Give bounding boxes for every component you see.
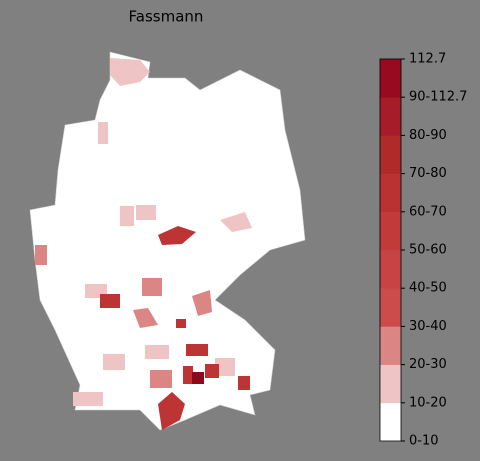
colorbar-label: 30-40 xyxy=(409,319,447,334)
colorbar-label: 0-10 xyxy=(409,434,439,449)
colorbar-label: 80-90 xyxy=(409,128,447,143)
district xyxy=(215,358,235,376)
district xyxy=(136,205,156,220)
district xyxy=(176,319,186,328)
district xyxy=(35,245,47,265)
district xyxy=(98,122,108,144)
colorbar-segment xyxy=(380,135,401,174)
colorbar-label: 10-20 xyxy=(409,395,447,410)
map-title: Fassmann xyxy=(129,8,204,26)
colorbar-segment xyxy=(380,288,401,327)
colorbar-segment xyxy=(380,364,401,404)
colorbar-label: 70-80 xyxy=(409,166,447,181)
district xyxy=(186,344,208,356)
district xyxy=(150,370,172,388)
district xyxy=(142,278,162,296)
district xyxy=(158,226,196,245)
colorbar-segment xyxy=(380,97,401,136)
district xyxy=(73,392,103,406)
colorbar-label: 50-60 xyxy=(409,243,447,258)
colorbar-segment xyxy=(380,326,401,365)
district xyxy=(220,212,252,232)
colorbar-label: 20-30 xyxy=(409,357,447,372)
district xyxy=(145,345,169,359)
colorbar-label: 60-70 xyxy=(409,204,447,219)
colorbar-label: 40-50 xyxy=(409,281,447,296)
colorbar: 0-10 10-20 20-30 30-40 40-50 50-60 60-70 70-80 8… xyxy=(379,52,467,449)
district xyxy=(238,376,250,390)
districts-dark xyxy=(100,226,250,430)
germany-map xyxy=(29,51,306,431)
colorbar-segment xyxy=(380,173,401,213)
district xyxy=(183,366,193,384)
district xyxy=(158,392,185,430)
districts-medium xyxy=(35,245,212,388)
district xyxy=(192,290,212,316)
district xyxy=(133,308,158,328)
district xyxy=(100,294,120,308)
district xyxy=(120,206,134,226)
district xyxy=(192,372,204,384)
colorbar-segment xyxy=(380,211,401,251)
district xyxy=(205,364,219,378)
district xyxy=(110,58,150,86)
colorbar-segment xyxy=(380,59,401,98)
colorbar-segment xyxy=(380,402,401,442)
colorbar-label: 112.7 xyxy=(409,52,446,67)
colorbar-segment xyxy=(380,250,401,289)
colorbar-label: 90-112.7 xyxy=(409,90,467,105)
district xyxy=(103,354,125,370)
